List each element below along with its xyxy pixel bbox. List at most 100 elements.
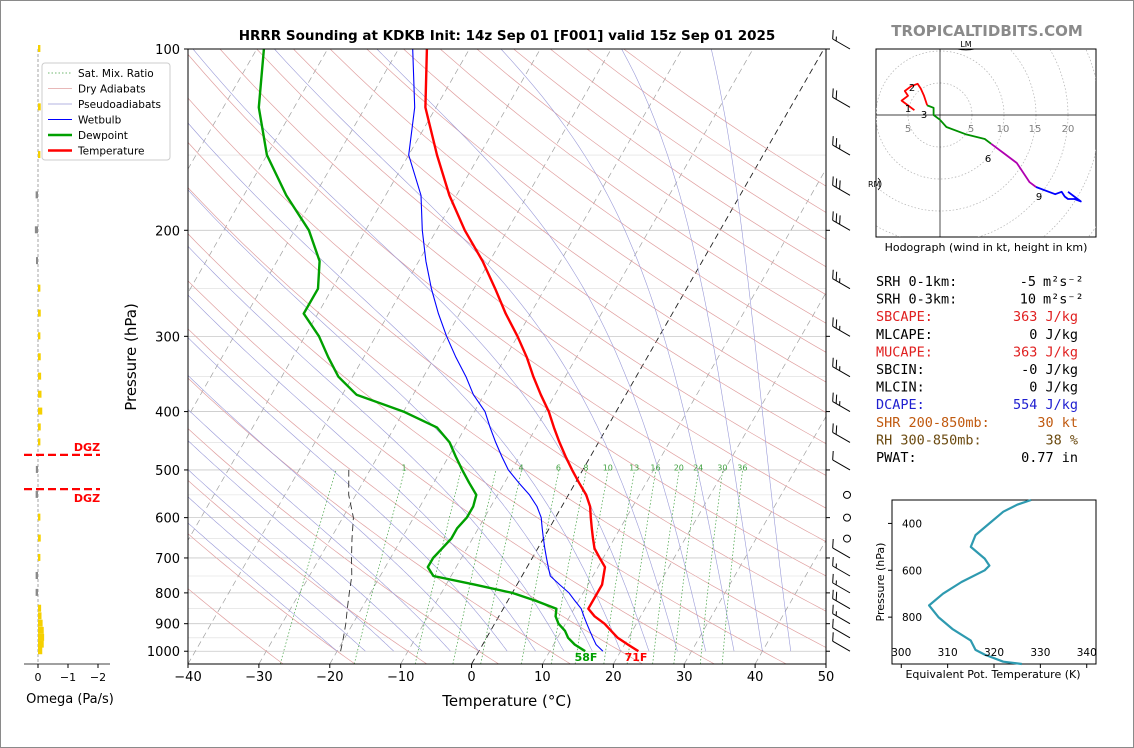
wind-barb: [832, 618, 851, 639]
wind-barbs: [832, 30, 851, 652]
hodograph-segment: [926, 104, 992, 145]
hodograph-ring-label: 15: [1029, 124, 1042, 135]
param-value: 0 J/kg: [1029, 380, 1078, 396]
hodograph-segment: [990, 143, 1037, 188]
isotherm-line: [188, 49, 399, 418]
dry-adiabat: [188, 328, 643, 664]
sounding-parameters: SRH 0-1km: -5 m²s⁻² SRH 0-3km: 10 m²s⁻² SBCAPE…: [876, 274, 1084, 466]
mixing-ratio-line: [550, 469, 587, 664]
mixing-ratio-line: [673, 469, 699, 664]
omega-bar: [38, 604, 42, 612]
dry-adiabat: [188, 97, 826, 577]
param-unit: m²s⁻²: [1043, 292, 1084, 308]
legend-box: [41, 62, 171, 161]
x-tick-label: 10: [534, 670, 551, 685]
omega-bar: [38, 45, 41, 52]
omega-bar: [38, 619, 43, 627]
theta-e-x-tick-label: 310: [938, 647, 958, 659]
mixing-ratio-labels: 1 4 6 8 10 13 16 20 24 30 36: [402, 464, 748, 473]
pseudoadiabat: [711, 49, 792, 652]
x-tick-label: −10: [387, 670, 414, 685]
omega-tick-label: −1: [60, 671, 76, 684]
y-tick-label: 800: [155, 587, 180, 602]
right-mover-marker: [877, 177, 882, 191]
x-tick-label: −20: [316, 670, 343, 685]
isotherm-line: [188, 49, 470, 541]
omega-bar: [38, 103, 41, 111]
dcape-parcel-line: [340, 469, 354, 652]
omega-bar: [38, 353, 41, 361]
omega-bar: [38, 332, 41, 340]
omega-bar: [38, 390, 42, 398]
omega-bar: [38, 612, 42, 620]
skewt-series-group: [257, 49, 640, 653]
pseudoadiabat: [188, 294, 536, 652]
x-tick-label: 20: [605, 670, 622, 685]
surface-temperature-label: 71F: [625, 651, 648, 664]
pseudoadiabat: [188, 375, 480, 652]
left-mover-marker: [956, 48, 976, 51]
theta-e-x-tick-label: 300: [891, 647, 911, 659]
param-label: SRH 0-3km:: [876, 292, 957, 308]
theta-e-y-tick-label: 400: [902, 518, 922, 530]
mixing-ratio-line: [279, 469, 337, 664]
isotherm-line: [329, 49, 683, 664]
param-value: 0 J/kg: [1029, 327, 1078, 343]
pseudoadiabat: [188, 440, 423, 652]
pseudoadiabat: [621, 49, 763, 652]
pseudoadiabat: [188, 245, 565, 652]
hodograph-height-label: 2: [909, 83, 915, 94]
param-value: -5: [1020, 274, 1036, 290]
param-label: MLCAPE:: [876, 327, 933, 343]
dry-adiabat: [188, 187, 826, 648]
y-tick-label: 700: [155, 552, 180, 567]
dgz-label: DGZ: [74, 492, 100, 505]
pseudoadiabat: [188, 337, 508, 652]
hodograph-ring-label: 20: [1062, 124, 1075, 135]
dry-adiabat: [439, 49, 826, 324]
theta-e-profile: [928, 498, 1032, 666]
skewt-chart: −40 −30 −20 −10 0 10 20 30 40 5010009008007006005…: [122, 28, 834, 710]
mixing-ratio-line: [603, 469, 635, 664]
hodograph-caption: Hodograph (wind in kt, height in km): [885, 241, 1088, 254]
mixing-ratio-line: [414, 469, 462, 664]
x-tick-label: −30: [245, 670, 272, 685]
omega-axis-label: Omega (Pa/s): [26, 692, 114, 707]
mixing-ratio-label: 10: [603, 464, 613, 473]
skewt-axis-ticks: −40 −30 −20 −10 0 10 20 30 40 50 1000 900 800 700 600 5…: [147, 43, 834, 685]
param-label: DCAPE:: [876, 397, 925, 413]
param-value: 10: [1020, 292, 1036, 308]
mixing-ratio-line: [521, 469, 560, 664]
pseudoadiabat: [188, 496, 366, 652]
theta-e-y-tick-label: 600: [902, 565, 922, 577]
param-label: MLCIN:: [876, 380, 925, 396]
skewt-plot-border: [187, 48, 827, 665]
y-tick-label: 600: [155, 512, 180, 527]
isotherm-line: [188, 49, 541, 664]
param-value: 363 J/kg: [1013, 309, 1078, 325]
isotherm-line: [542, 168, 826, 664]
omega-bar: [38, 626, 44, 634]
omega-bar: [34, 226, 38, 234]
x-tick-label: −40: [174, 670, 201, 685]
legend-label: Dry Adiabats: [78, 84, 146, 96]
y-tick-label: 500: [155, 464, 180, 479]
x-tick-label: 50: [818, 670, 835, 685]
dewpoint-profile: [257, 49, 586, 653]
omega-bar: [35, 588, 38, 596]
pseudoadiabat: [188, 122, 621, 652]
wind-barb: [832, 604, 851, 625]
param-label: SBCIN:: [876, 362, 925, 378]
omega-panel: 0 −1 −2 DGZ DGZ Omega (Pa/s): [24, 45, 114, 707]
x-tick-label: 40: [747, 670, 764, 685]
param-unit: m²s⁻²: [1043, 274, 1084, 290]
theta-e-border: [891, 499, 1097, 665]
wind-barb: [832, 632, 851, 652]
wind-barb-calm: [843, 534, 851, 543]
y-tick-label: 100: [155, 43, 180, 58]
legend: Sat. Mix. Ratio Dry Adiabats Pseudoadiabat…: [41, 62, 171, 161]
chart-title: HRRR Sounding at KDKB Init: 14z Sep 01 […: [239, 28, 776, 44]
pseudoadiabat: [188, 469, 395, 652]
dry-adiabat: [188, 479, 428, 664]
hodograph-segment: [1035, 186, 1082, 203]
